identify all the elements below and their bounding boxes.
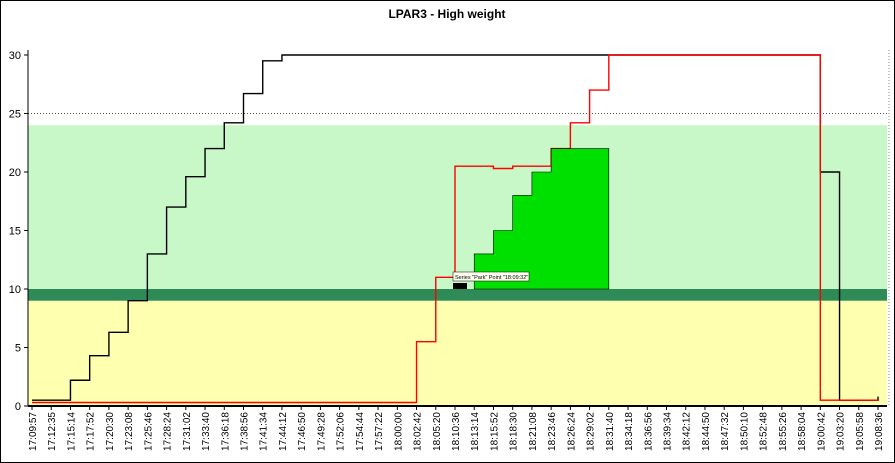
x-tick-label: 18:10:36: [451, 412, 462, 451]
park-area: [473, 148, 610, 290]
x-tick-label: 18:55:26: [778, 412, 789, 451]
x-tick-label: 18:31:40: [605, 412, 616, 451]
series-line: [32, 54, 878, 404]
y-tick-label: 25: [9, 109, 21, 121]
y-tick-label: 5: [15, 343, 21, 355]
x-tick-label: 19:05:58: [855, 412, 866, 451]
x-tick-label: 18:00:00: [393, 412, 404, 451]
chart-title: LPAR3 - High weight: [388, 7, 505, 21]
x-tick-label: 17:33:40: [201, 412, 212, 451]
x-tick-label: 18:18:30: [509, 412, 520, 451]
x-tick-label: 19:03:20: [836, 412, 847, 451]
band: [28, 125, 887, 289]
x-tick-label: 18:44:50: [701, 412, 712, 451]
y-tick-label: 20: [9, 167, 21, 179]
x-tick-label: 17:20:30: [105, 412, 116, 451]
x-tick-label: 18:15:52: [489, 412, 500, 451]
x-tick-label: 19:08:36: [874, 412, 885, 451]
x-tick-label: 18:21:08: [528, 412, 539, 451]
x-tick-label: 18:23:46: [547, 412, 558, 451]
x-tick-label: 17:15:14: [66, 412, 77, 451]
x-tick-label: 18:52:48: [759, 412, 770, 451]
x-tick-label: 17:36:18: [220, 412, 231, 451]
x-tick-label: 18:05:20: [432, 412, 443, 451]
annotation-box: [452, 271, 530, 282]
y-tick-label: 15: [9, 226, 21, 238]
band: [28, 300, 887, 406]
x-tick-label: 18:47:32: [720, 412, 731, 451]
x-tick-label: 17:38:56: [240, 412, 251, 451]
y-tick-label: 30: [9, 50, 21, 62]
x-tick-label: 18:29:02: [586, 412, 597, 451]
x-tick-label: 18:58:04: [797, 412, 808, 451]
annotation-marker: [453, 283, 467, 289]
x-tick-label: 18:42:12: [682, 412, 693, 451]
x-tick-label: 19:00:42: [816, 412, 827, 451]
x-tick-label: 17:52:06: [336, 412, 347, 451]
x-tick-label: 17:44:12: [278, 412, 289, 451]
x-tick-label: 17:49:28: [316, 412, 327, 451]
x-tick-label: 17:12:35: [47, 412, 58, 451]
x-tick-label: 18:13:14: [470, 412, 481, 451]
x-tick-label: 17:28:24: [163, 412, 174, 451]
x-tick-label: 17:54:44: [355, 412, 366, 451]
x-tick-label: 18:39:34: [663, 412, 674, 451]
x-tick-label: 17:09:57: [28, 412, 39, 451]
y-tick-label: 0: [15, 401, 21, 413]
x-tick-label: 17:17:52: [86, 412, 97, 451]
annotation: Series "Park" Point "18:09:32": [455, 275, 528, 281]
y-tick-label: 10: [9, 284, 21, 296]
x-tick-label: 17:31:02: [182, 412, 193, 451]
band: [28, 289, 887, 301]
x-tick-label: 17:57:22: [374, 412, 385, 451]
x-tick-label: 18:34:18: [624, 412, 635, 451]
x-tick-label: 18:26:24: [566, 412, 577, 451]
x-tick-label: 18:50:10: [739, 412, 750, 451]
x-tick-label: 17:25:46: [143, 412, 154, 451]
x-tick-label: 18:36:56: [643, 412, 654, 451]
x-tick-label: 18:02:42: [413, 412, 424, 451]
x-tick-label: 17:23:08: [124, 412, 135, 451]
x-tick-label: 17:41:34: [259, 412, 270, 451]
x-tick-label: 17:46:50: [297, 412, 308, 451]
